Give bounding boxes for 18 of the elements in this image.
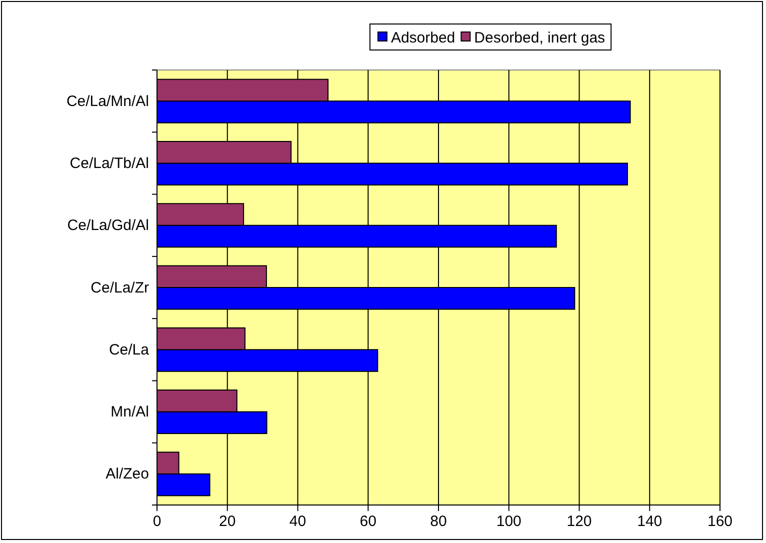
x-tick-label: 80 bbox=[430, 513, 447, 530]
y-tick-label: Ce/La/Zr bbox=[90, 279, 149, 296]
y-tick-label: Ce/La/Mn/Al bbox=[66, 92, 149, 110]
legend-label: Desorbed, inert gas bbox=[474, 29, 606, 46]
y-tick-label: Ce/La/Tb/Al bbox=[70, 155, 149, 172]
legend-label: Adsorbed bbox=[390, 29, 456, 46]
x-tick-label: 100 bbox=[496, 513, 522, 530]
y-tick-label: Ce/La/Gd/Al bbox=[67, 217, 149, 234]
y-tick-label: Ce/La bbox=[108, 341, 150, 358]
x-tick-label: 140 bbox=[637, 513, 662, 530]
x-tick-label: 120 bbox=[566, 513, 592, 530]
x-tick-label: 20 bbox=[219, 513, 236, 530]
y-tick-label: Mn/Al bbox=[110, 404, 149, 421]
x-tick-label: 0 bbox=[152, 513, 162, 530]
x-tick-label: 160 bbox=[707, 513, 733, 530]
y-tick-label: Al/Zeo bbox=[106, 466, 149, 483]
x-tick-label: 60 bbox=[360, 513, 376, 530]
x-tick-label: 40 bbox=[289, 513, 306, 530]
